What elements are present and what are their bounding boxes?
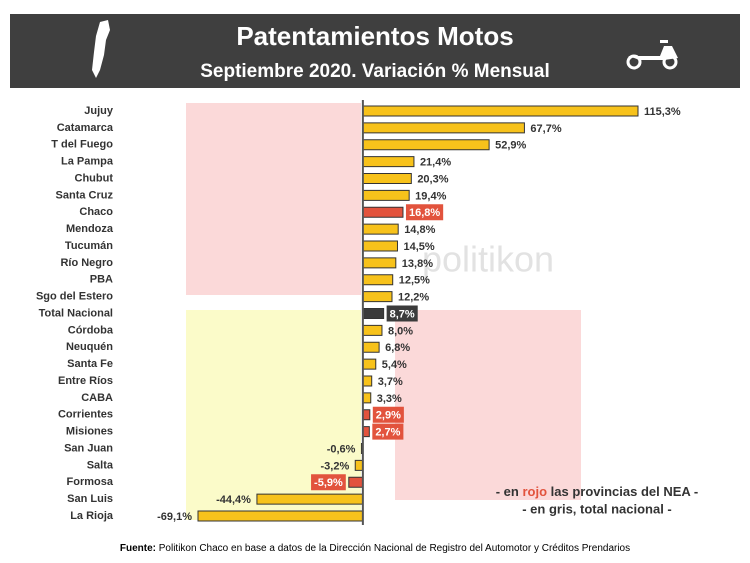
y-tick-label: Sgo del Estero — [36, 291, 113, 303]
note: - en gris, total nacional - — [522, 501, 672, 516]
value-label: 8,7% — [390, 308, 415, 320]
moto-icon — [626, 40, 678, 70]
y-tick-label: Salta — [87, 459, 114, 471]
value-label: -69,1% — [157, 511, 192, 523]
bar — [362, 375, 373, 387]
note-part: las provincias del NEA - — [547, 484, 698, 499]
y-tick-label: Chubut — [75, 172, 114, 184]
bar — [362, 291, 393, 303]
bar — [362, 189, 410, 201]
value-label: 8,0% — [388, 325, 413, 337]
bar — [362, 324, 383, 336]
y-tick-label: La Rioja — [70, 510, 114, 522]
note-part: rojo — [522, 484, 547, 499]
value-label: -44,4% — [216, 494, 251, 506]
y-tick-label: San Juan — [64, 442, 113, 454]
y-tick-label: San Luis — [67, 493, 113, 505]
y-tick-label: Río Negro — [60, 257, 113, 269]
bar — [256, 493, 364, 505]
bar — [354, 459, 364, 471]
value-label: 52,9% — [495, 140, 526, 152]
value-label: 67,7% — [530, 123, 561, 135]
chart-title: Patentamientos Motos — [236, 21, 513, 51]
value-label: 5,4% — [382, 359, 407, 371]
value-label: 16,8% — [409, 207, 440, 219]
y-tick-label: Córdoba — [68, 324, 114, 336]
label-box — [372, 406, 404, 423]
bar — [362, 341, 380, 353]
y-tick-label: Misiones — [66, 426, 113, 438]
note-part: - en — [496, 484, 523, 499]
y-tick-label: Neuquén — [66, 341, 113, 353]
value-label: 19,4% — [415, 190, 446, 202]
y-tick-label: CABA — [81, 392, 113, 404]
value-label: -3,2% — [320, 460, 349, 472]
y-tick-label: Santa Cruz — [56, 189, 114, 201]
value-label: 3,3% — [377, 393, 402, 405]
source: Fuente: Politikon Chaco en base a datos … — [120, 543, 630, 554]
bar — [362, 257, 397, 269]
bar — [362, 240, 398, 252]
bar — [362, 173, 412, 184]
value-label: 2,9% — [376, 410, 401, 422]
y-tick-label: Tucumán — [65, 240, 113, 252]
bg-block — [186, 103, 361, 295]
header — [10, 14, 740, 88]
map-icon — [92, 20, 110, 78]
y-tick-label: T del Fuego — [51, 139, 113, 151]
value-label: 115,3% — [644, 106, 681, 118]
y-tick-label: Chaco — [79, 206, 113, 218]
bar — [362, 358, 377, 370]
value-label: 2,7% — [375, 427, 400, 439]
bar — [362, 409, 371, 421]
value-label: 20,3% — [417, 173, 448, 185]
bar — [362, 392, 372, 404]
bar — [362, 156, 415, 168]
y-tick-label: Santa Fe — [67, 358, 113, 370]
source-part: Politikon Chaco en base a datos de la Di… — [156, 543, 630, 554]
bar — [362, 122, 525, 134]
bar — [362, 308, 385, 319]
note: - en rojo las provincias del NEA - — [496, 484, 699, 499]
y-tick-label: La Pampa — [61, 156, 114, 168]
bar — [362, 206, 404, 218]
bar — [362, 105, 639, 117]
label-box — [372, 423, 404, 440]
value-label: 21,4% — [420, 157, 451, 169]
y-tick-label: Corrientes — [58, 409, 113, 421]
y-tick-label: Total Nacional — [39, 307, 113, 319]
bar — [362, 274, 394, 286]
bar — [348, 476, 364, 488]
label-box — [405, 204, 444, 221]
chart-subtitle: Septiembre 2020. Variación % Mensual — [200, 61, 550, 82]
y-tick-label: PBA — [90, 274, 113, 286]
label-box — [386, 305, 418, 322]
y-tick-label: Mendoza — [66, 223, 114, 235]
value-label: -0,6% — [327, 443, 356, 455]
bar — [197, 510, 364, 522]
value-label: 6,8% — [385, 342, 410, 354]
value-label: -5,9% — [314, 477, 343, 489]
value-label: 3,7% — [378, 376, 403, 388]
bar — [362, 139, 490, 151]
watermark: politikon — [422, 239, 554, 280]
value-label: 14,5% — [403, 241, 434, 253]
value-label: 12,5% — [399, 275, 430, 287]
y-tick-label: Entre Ríos — [58, 375, 113, 387]
bg-block — [395, 310, 581, 500]
value-label: 12,2% — [398, 292, 429, 304]
value-label: 13,8% — [402, 258, 433, 270]
bar — [362, 223, 399, 235]
value-label: 14,8% — [404, 224, 435, 236]
y-tick-label: Formosa — [67, 476, 114, 488]
label-box — [311, 474, 346, 491]
y-tick-label: Catamarca — [57, 122, 114, 134]
y-tick-label: Jujuy — [84, 105, 114, 117]
source-part: Fuente: — [120, 543, 156, 554]
